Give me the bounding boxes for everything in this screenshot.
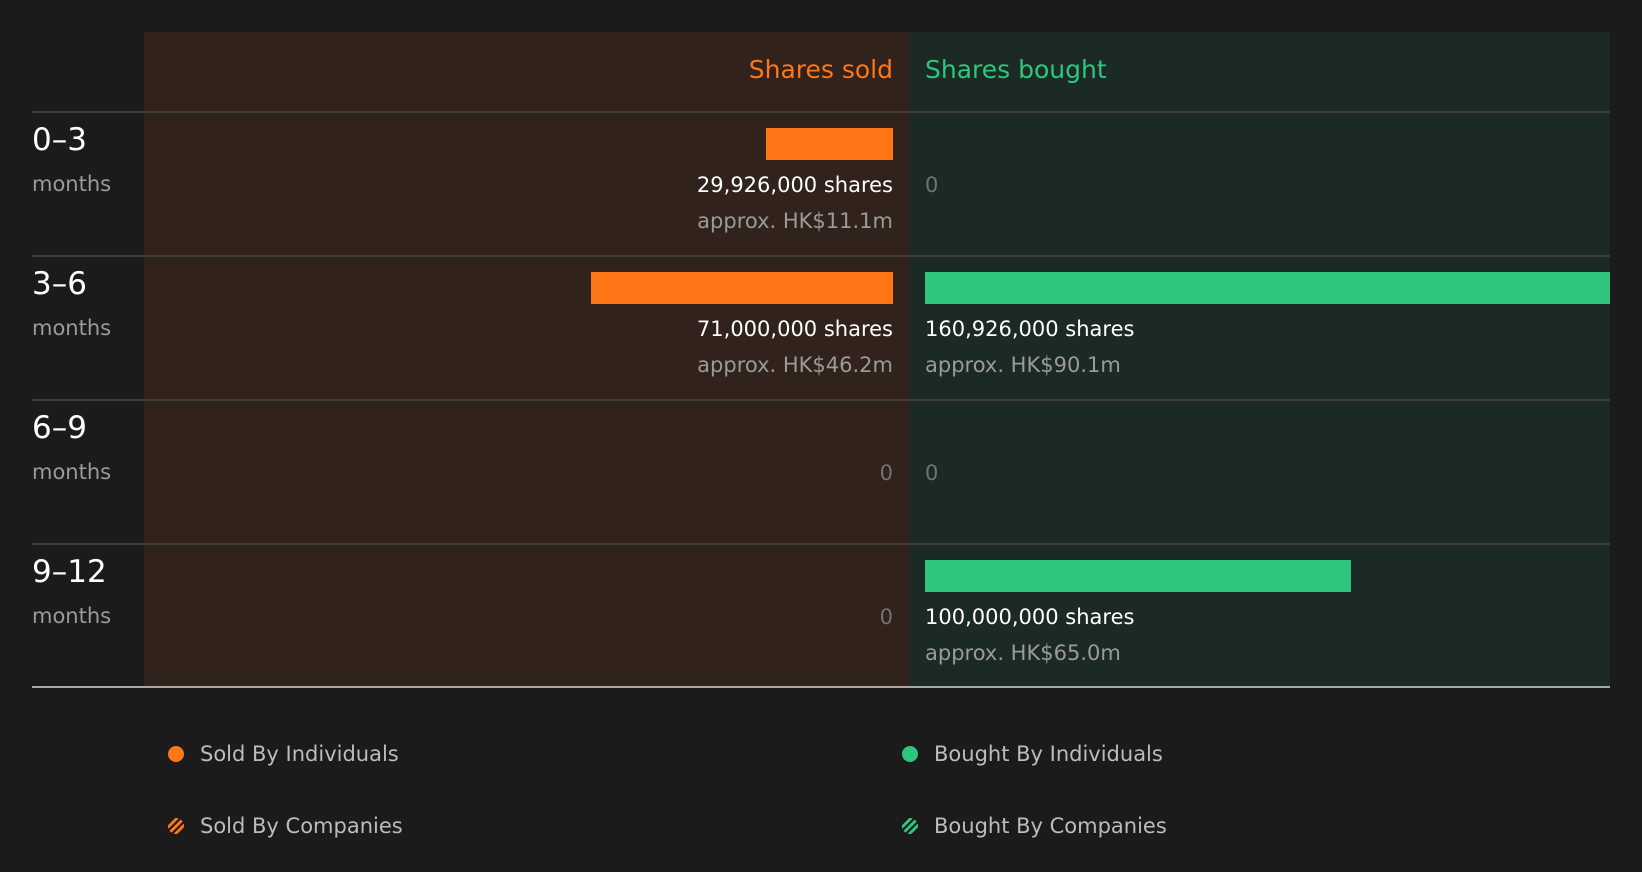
sold-value-label: approx. HK$11.1m xyxy=(697,209,893,233)
period-unit: months xyxy=(32,604,112,628)
period-unit: months xyxy=(32,316,112,340)
period-unit: months xyxy=(32,460,112,484)
row-divider xyxy=(32,543,1610,545)
legend-item[interactable]: Bought By Companies xyxy=(902,814,1167,838)
sold-value-label: approx. HK$46.2m xyxy=(697,353,893,377)
bought-shares-label: 160,926,000 shares xyxy=(925,317,1135,341)
bought-bar xyxy=(925,272,1610,304)
period-row: 0–3 months 29,926,000 shares approx. HK$11.… xyxy=(0,112,1642,256)
sold-shares-label: 29,926,000 shares xyxy=(696,173,893,197)
legend-item[interactable]: Sold By Individuals xyxy=(168,742,399,766)
sold-zero-label: 0 xyxy=(879,605,893,629)
legend-hatched-dot-icon xyxy=(902,818,918,834)
period-label: 6–9 xyxy=(32,410,87,446)
sold-bar xyxy=(591,272,893,304)
sold-shares-label: 71,000,000 shares xyxy=(696,317,893,341)
legend-item[interactable]: Bought By Individuals xyxy=(902,742,1163,766)
period-label: 9–12 xyxy=(32,554,107,590)
legend-label: Sold By Companies xyxy=(200,814,403,838)
bought-value-label: approx. HK$90.1m xyxy=(925,353,1121,377)
legend-dot-icon xyxy=(168,746,184,762)
row-divider xyxy=(32,399,1610,401)
bought-zero-label: 0 xyxy=(925,461,939,485)
shares-sold-header: Shares sold xyxy=(748,55,893,84)
legend-dot-icon xyxy=(902,746,918,762)
period-row: 6–9 months 0 0 xyxy=(0,400,1642,544)
sold-bar xyxy=(766,128,893,160)
period-label: 3–6 xyxy=(32,266,87,302)
period-row: 9–12 months 0 100,000,000 shares approx. HK$… xyxy=(0,544,1642,688)
legend-label: Bought By Individuals xyxy=(934,742,1163,766)
legend-hatched-dot-icon xyxy=(168,818,184,834)
sold-zero-label: 0 xyxy=(879,461,893,485)
legend-item[interactable]: Sold By Companies xyxy=(168,814,403,838)
row-divider xyxy=(32,255,1610,257)
bought-zero-label: 0 xyxy=(925,173,939,197)
period-unit: months xyxy=(32,172,112,196)
bought-bar xyxy=(925,560,1351,592)
row-divider xyxy=(32,111,1610,113)
shares-bought-header: Shares bought xyxy=(925,55,1107,84)
period-row: 3–6 months 71,000,000 shares approx. HK$46.… xyxy=(0,256,1642,400)
legend-label: Bought By Companies xyxy=(934,814,1167,838)
bought-shares-label: 100,000,000 shares xyxy=(925,605,1135,629)
period-label: 0–3 xyxy=(32,122,87,158)
chart-bottom-rule xyxy=(32,686,1610,688)
legend-label: Sold By Individuals xyxy=(200,742,399,766)
bought-value-label: approx. HK$65.0m xyxy=(925,641,1121,665)
